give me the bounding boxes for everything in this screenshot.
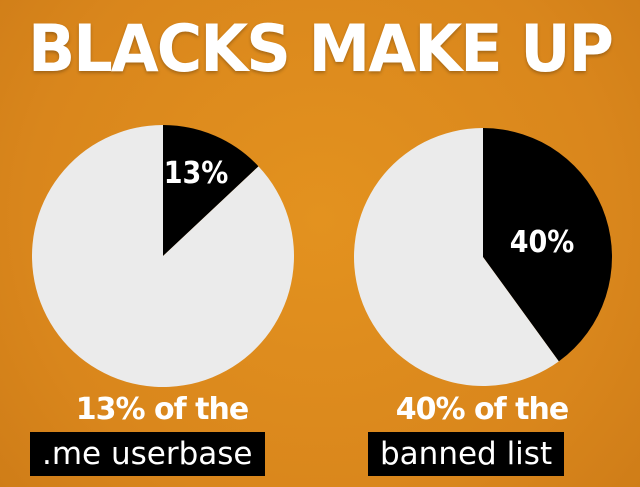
caption-banned-line2: banned list xyxy=(368,432,565,476)
page-title: BLACKS MAKE UP xyxy=(28,10,614,87)
pie-slice-blacks xyxy=(163,125,259,256)
caption-userbase-line1: 13% of the xyxy=(75,392,249,427)
slice-label-userbase: 13% xyxy=(164,156,229,191)
pie-chart-userbase xyxy=(32,125,295,387)
pie-chart-banned-list xyxy=(353,128,612,386)
slice-label-banned-list: 40% xyxy=(510,225,575,260)
pie-slice-blacks xyxy=(483,128,612,362)
pie-slice-rest xyxy=(353,128,559,386)
caption-userbase-line2: .me userbase xyxy=(30,432,265,476)
caption-banned-line1: 40% of the xyxy=(395,392,569,427)
pie-slice-rest xyxy=(32,125,295,387)
